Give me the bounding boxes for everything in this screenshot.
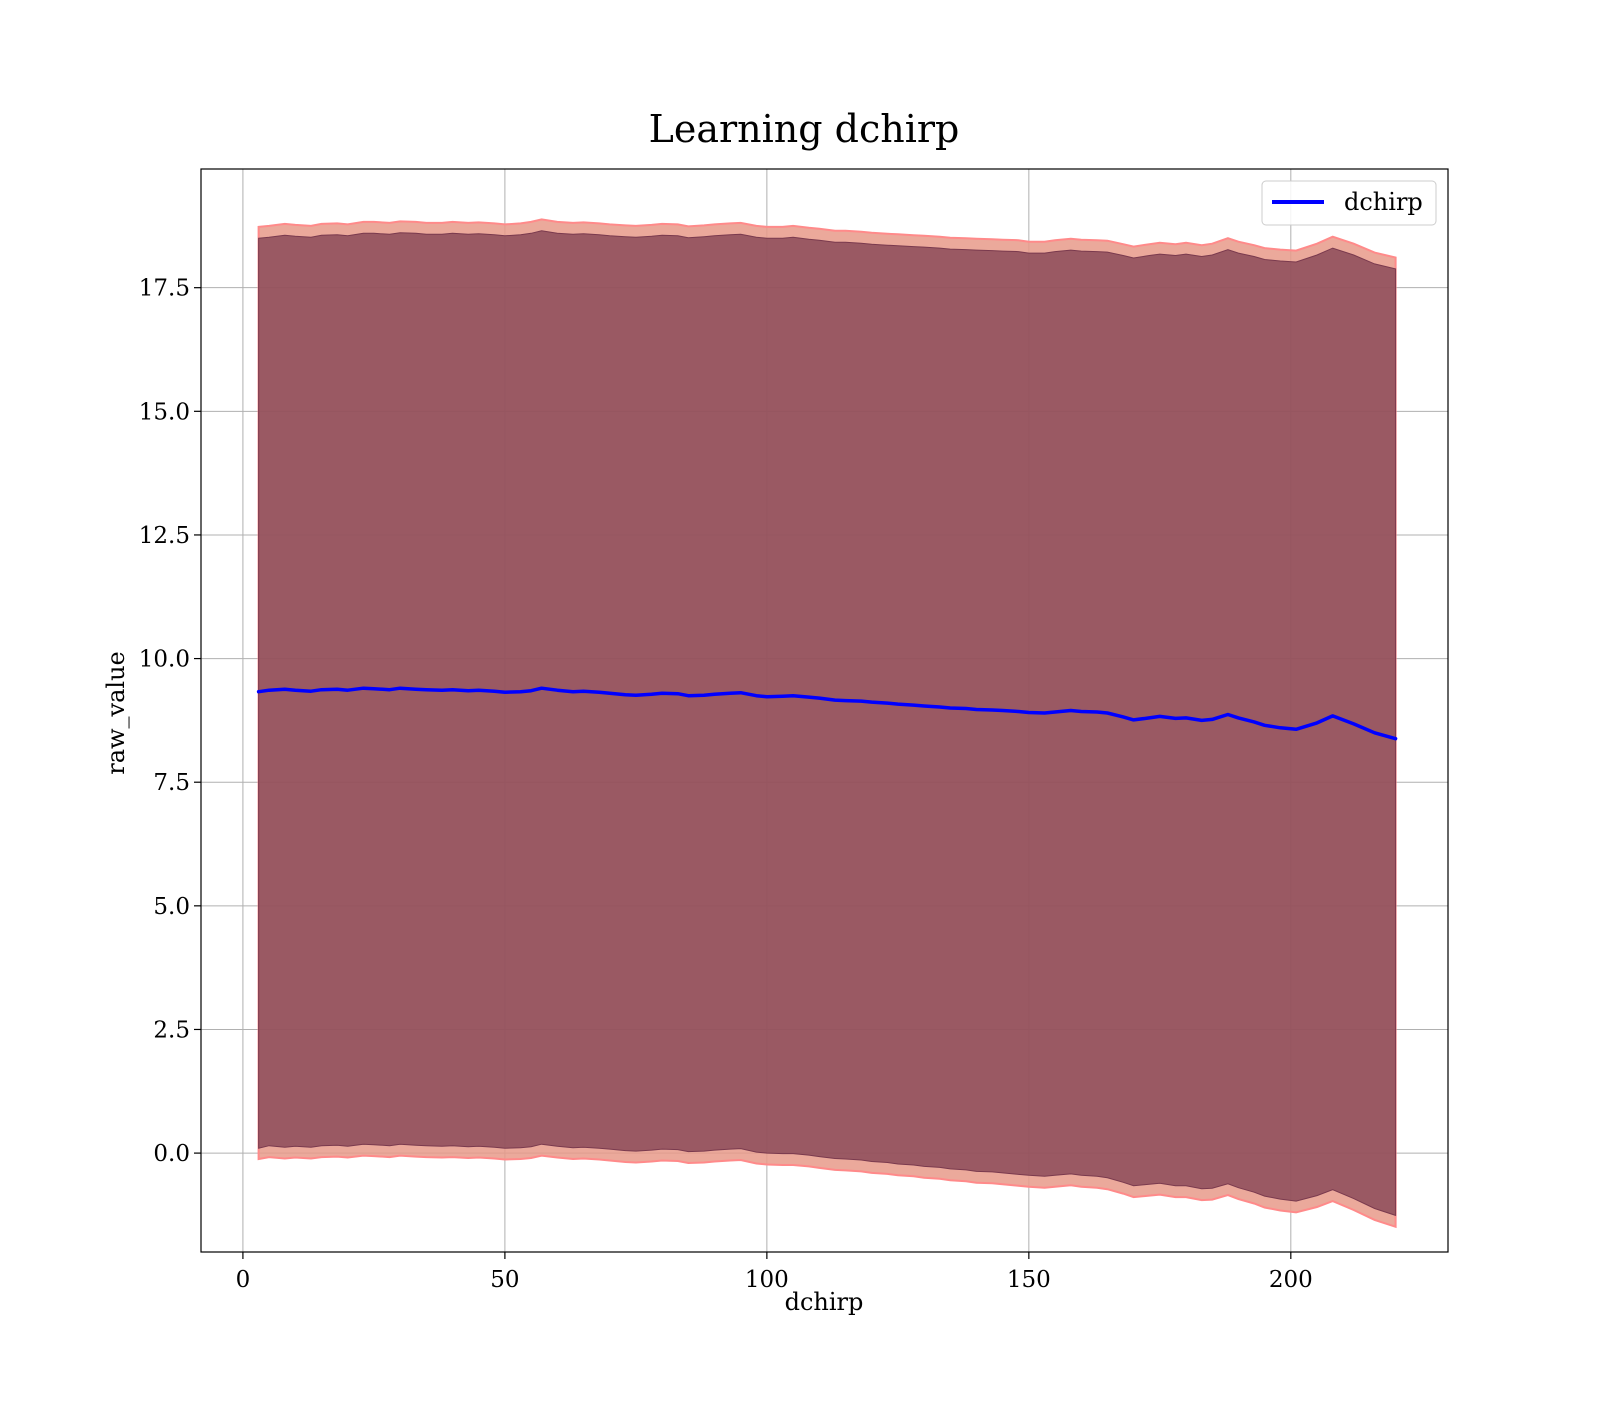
y-tick-label: 2.5: [153, 1017, 190, 1043]
y-tick-label: 17.5: [139, 276, 190, 302]
band-inner-layer: [258, 230, 1397, 1217]
y-tick-label: 15.0: [139, 399, 190, 425]
y-tick-label: 12.5: [139, 523, 190, 549]
y-axis-label: raw_value: [102, 651, 130, 775]
x-tick-label: 150: [1007, 1267, 1051, 1293]
line-layer: [256, 686, 1398, 741]
y-tick-label: 0.0: [153, 1141, 190, 1167]
x-axis-label: dchirp: [785, 1288, 864, 1316]
plot-frame: [200, 168, 1449, 1253]
confidence-band-inner: [258, 230, 1397, 1217]
legend-label-dchirp: dchirp: [1344, 188, 1423, 216]
y-axis-ticks: 0.0 2.5 5.0 7.5 10.0 12.5 15.0 17.5: [139, 276, 201, 1167]
x-tick-label: 200: [1269, 1267, 1313, 1293]
chart-title: Learning dchirp: [649, 107, 960, 151]
x-axis-ticks: 0 50 100 150 200: [236, 1252, 1313, 1293]
legend: dchirp: [1261, 180, 1437, 226]
x-tick-label: 0: [236, 1267, 251, 1293]
x-tick-label: 100: [745, 1267, 789, 1293]
legend-box: [1261, 180, 1437, 226]
series-line-dchirp: [256, 686, 1398, 741]
y-tick-label: 7.5: [153, 770, 190, 796]
x-tick-label: 50: [490, 1267, 519, 1293]
y-tick-label: 10.0: [139, 647, 190, 673]
y-tick-label: 5.0: [153, 894, 190, 920]
